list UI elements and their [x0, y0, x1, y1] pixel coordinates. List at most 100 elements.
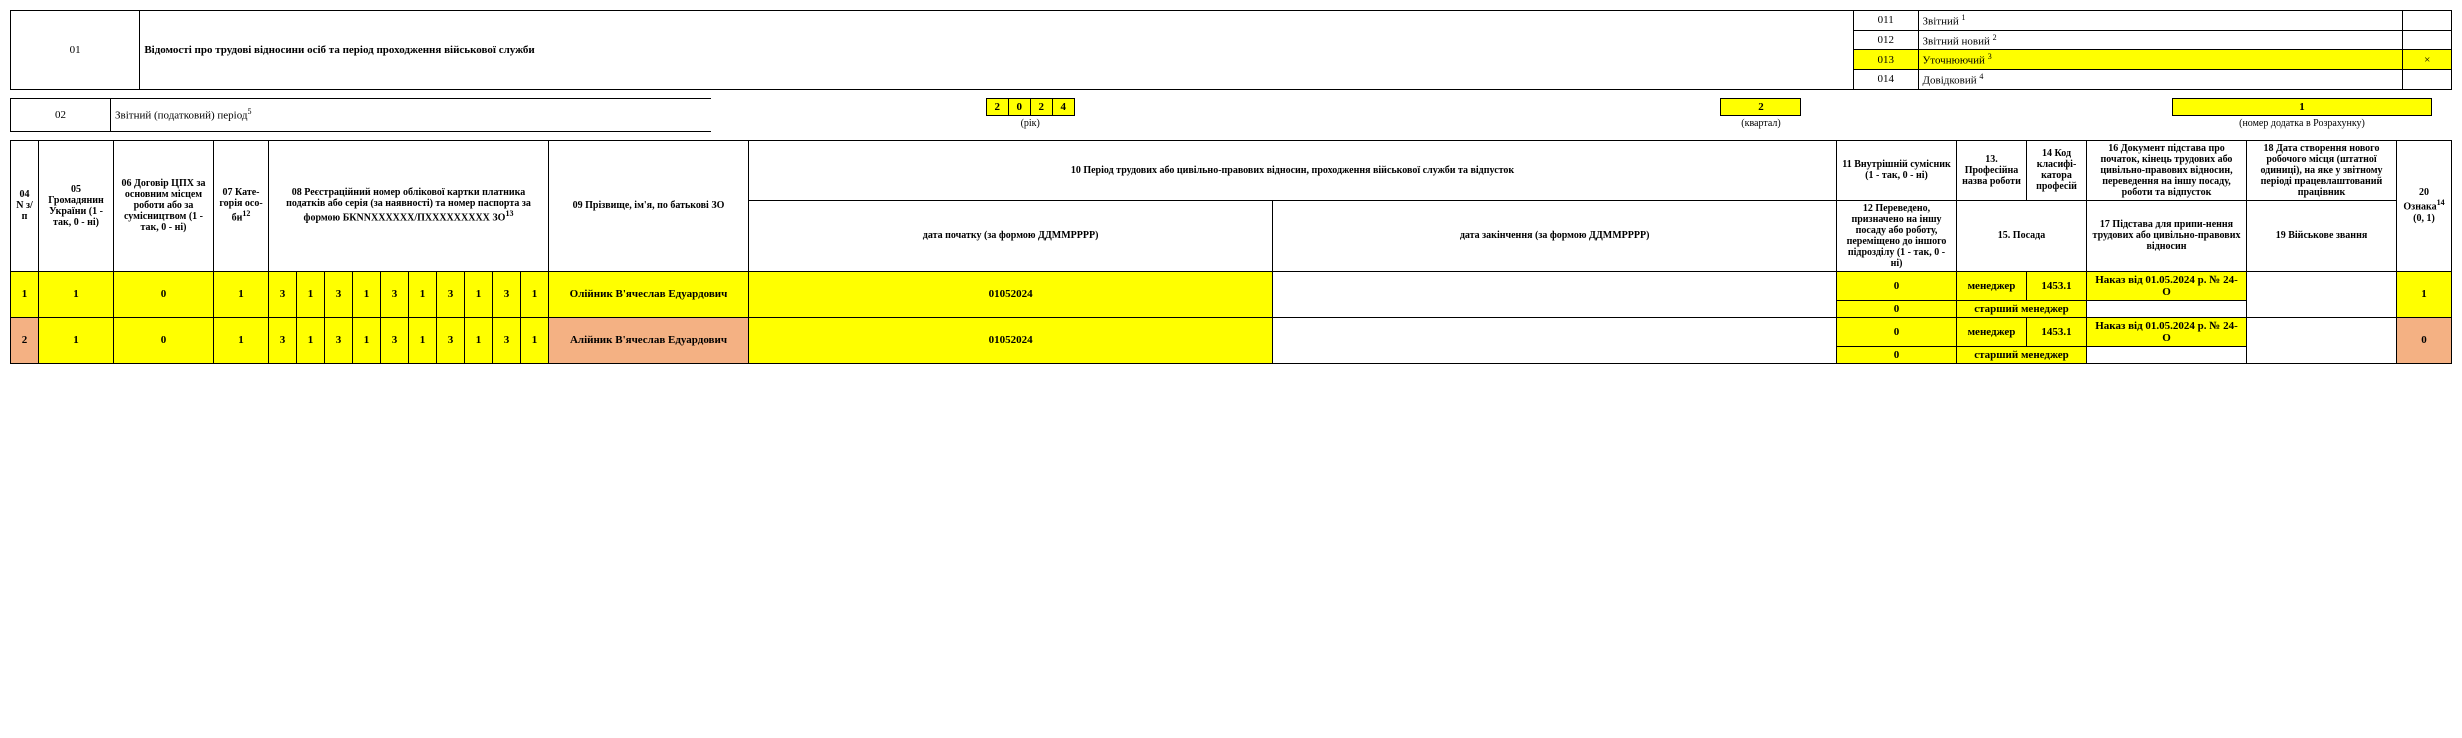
cell-16: Наказ від 01.05.2024 р. № 24-О	[2087, 317, 2247, 346]
cell-reg-5: 1	[409, 271, 437, 317]
cell-reg-6: 3	[437, 317, 465, 363]
cell-citizen: 1	[39, 317, 114, 363]
type-mark-1	[2403, 30, 2452, 50]
h-08: 08 Реєстраційний номер облікової картки …	[269, 140, 549, 271]
cell-reg-2: 3	[325, 317, 353, 363]
type-label-3: Довідковий 4	[1918, 69, 2403, 89]
cell-citizen: 1	[39, 271, 114, 317]
cell-cat: 1	[214, 271, 269, 317]
cell-14: 1453.1	[2027, 271, 2087, 300]
h-14: 14 Код класифі-катора професій	[2027, 140, 2087, 200]
cell-reg-7: 1	[465, 317, 493, 363]
cell-cph: 0	[114, 317, 214, 363]
h-18: 18 Дата створення нового робочого місця …	[2247, 140, 2397, 200]
type-mark-0	[2403, 11, 2452, 31]
s02-code: 02	[11, 98, 111, 131]
cell-reg-3: 1	[353, 271, 381, 317]
h-09: 09 Прізвище, ім'я, по батькові ЗО	[549, 140, 749, 271]
cell-date-end	[1273, 271, 1837, 317]
cell-reg-1: 1	[297, 271, 325, 317]
cell-12: 0	[1837, 346, 1957, 363]
h-10: 10 Період трудових або цивільно-правових…	[749, 140, 1837, 200]
cell-pib: Олійник В'ячеслав Едуардович	[549, 271, 749, 317]
cell-reg-2: 3	[325, 271, 353, 317]
h-06: 06 Договір ЦПХ за основним місцем роботи…	[114, 140, 214, 271]
year-d2: 2	[1030, 99, 1052, 116]
h-16: 16 Документ підстава про початок, кінець…	[2087, 140, 2247, 200]
cell-reg-6: 3	[437, 271, 465, 317]
cell-reg-3: 1	[353, 317, 381, 363]
year-d0: 2	[986, 99, 1008, 116]
cell-12: 0	[1837, 300, 1957, 317]
cell-reg-9: 1	[521, 317, 549, 363]
cell-date-start: 01052024	[749, 317, 1273, 363]
type-label-2: Уточнюючий 3	[1918, 50, 2403, 70]
type-label-1: Звітний новий 2	[1918, 30, 2403, 50]
s01-title: Відомості про трудові відносини осіб та …	[140, 11, 1854, 90]
cell-11: 0	[1837, 317, 1957, 346]
cell-15: старший менеджер	[1957, 346, 2087, 363]
cell-reg-4: 3	[381, 317, 409, 363]
s01-code: 01	[11, 11, 140, 90]
h-11: 11 Внутрішній сумісник (1 - так, 0 - ні)	[1837, 140, 1957, 200]
type-label-0: Звітний 1	[1918, 11, 2403, 31]
table-row: 11013131313131Олійник В'ячеслав Едуардов…	[11, 271, 2452, 300]
cell-18	[2247, 317, 2397, 363]
h-04: 04 N з/п	[11, 140, 39, 271]
h-05: 05 Громадянин України (1 - так, 0 - ні)	[39, 140, 114, 271]
section-01-table: 01 Відомості про трудові відносини осіб …	[10, 10, 2452, 90]
cell-13: менеджер	[1957, 271, 2027, 300]
cell-13: менеджер	[1957, 317, 2027, 346]
cell-reg-4: 3	[381, 271, 409, 317]
type-mark-2: ×	[2403, 50, 2452, 70]
cell-20: 0	[2397, 317, 2452, 363]
appendix-label: (номер додатка в Розрахунку)	[2173, 116, 2432, 132]
cell-reg-0: 3	[269, 317, 297, 363]
cell-date-start: 01052024	[749, 271, 1273, 317]
quarter-label: (квартал)	[1721, 116, 1801, 132]
section-02-table: 02 Звітний (податковий) період5 2 0 2 4 …	[10, 98, 2452, 132]
cell-cat: 1	[214, 317, 269, 363]
appendix-box: 1	[2173, 99, 2432, 116]
table-row: 21013131313131Алійник В'ячеслав Едуардов…	[11, 317, 2452, 346]
cell-reg-0: 3	[269, 271, 297, 317]
year-label: (рік)	[986, 116, 1074, 132]
h-07: 07 Кате-горія осо-би12	[214, 140, 269, 271]
cell-n: 1	[11, 271, 39, 317]
cell-11: 0	[1837, 271, 1957, 300]
cell-reg-9: 1	[521, 271, 549, 317]
cell-cph: 0	[114, 271, 214, 317]
cell-16: Наказ від 01.05.2024 р. № 24-О	[2087, 271, 2247, 300]
cell-18	[2247, 271, 2397, 317]
cell-date-end	[1273, 317, 1837, 363]
type-code-2: 013	[1853, 50, 1918, 70]
type-mark-3	[2403, 69, 2452, 89]
cell-reg-8: 3	[493, 317, 521, 363]
h-10a: дата початку (за формою ДДММРРРР)	[749, 200, 1273, 271]
year-d1: 0	[1008, 99, 1030, 116]
cell-reg-8: 3	[493, 271, 521, 317]
main-data-table: 04 N з/п 05 Громадянин України (1 - так,…	[10, 140, 2452, 364]
cell-14: 1453.1	[2027, 317, 2087, 346]
cell-15: старший менеджер	[1957, 300, 2087, 317]
h-13: 13. Професійна назва роботи	[1957, 140, 2027, 200]
type-code-0: 011	[1853, 11, 1918, 31]
cell-20: 1	[2397, 271, 2452, 317]
type-code-1: 012	[1853, 30, 1918, 50]
type-code-3: 014	[1853, 69, 1918, 89]
h-17: 17 Підстава для припи-нення трудових або…	[2087, 200, 2247, 271]
cell-n: 2	[11, 317, 39, 363]
h-12: 12 Переведено, призначено на іншу посаду…	[1837, 200, 1957, 271]
quarter-box: 2	[1721, 99, 1801, 116]
cell-reg-5: 1	[409, 317, 437, 363]
h-19: 19 Військове звання	[2247, 200, 2397, 271]
cell-pib: Алійник В'ячеслав Едуардович	[549, 317, 749, 363]
cell-reg-1: 1	[297, 317, 325, 363]
h-10b: дата закінчення (за формою ДДММРРРР)	[1273, 200, 1837, 271]
h-20: 20 Ознака14(0, 1)	[2397, 140, 2452, 271]
h-15: 15. Посада	[1957, 200, 2087, 271]
cell-reg-7: 1	[465, 271, 493, 317]
year-d3: 4	[1052, 99, 1074, 116]
s02-title: Звітний (податковий) період5	[111, 98, 711, 131]
cell-17	[2087, 300, 2247, 317]
